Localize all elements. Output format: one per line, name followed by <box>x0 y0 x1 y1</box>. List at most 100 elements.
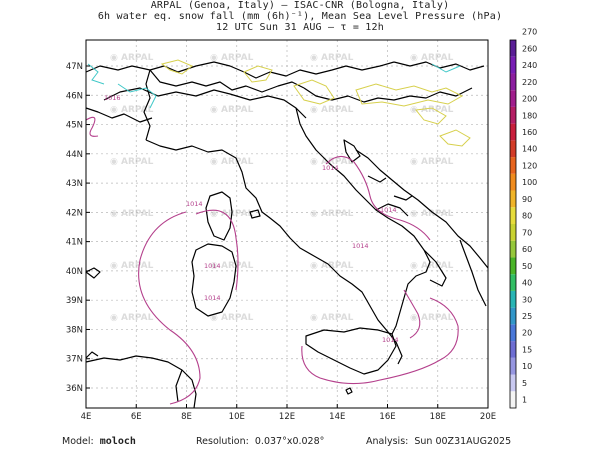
colorbar-label: 40 <box>522 279 532 288</box>
x-tick-label: 20E <box>480 412 496 422</box>
colorbar-label: 50 <box>522 262 532 271</box>
resolution-value: 0.037°x0.028° <box>254 436 325 447</box>
y-tick-label: 44N <box>66 150 83 160</box>
watermark-text: ◉ ARPAL <box>310 313 354 323</box>
colorbar-label: 180 <box>522 111 537 120</box>
x-tick-label: 18E <box>430 412 446 422</box>
corsica <box>205 191 233 241</box>
snow-contour-6 <box>439 129 471 147</box>
snow-contour-1 <box>160 59 193 75</box>
elba <box>249 209 261 219</box>
y-tick-label: 40N <box>66 267 83 277</box>
isobar-ionian <box>403 289 421 339</box>
cyan-contour-1 <box>87 63 105 85</box>
watermark-text: ◉ ARPAL <box>210 53 254 63</box>
y-tick-label: 36N <box>66 384 83 394</box>
swiss-austria-border <box>149 69 305 93</box>
sicily <box>305 327 397 375</box>
colorbar-swatch <box>510 90 516 107</box>
watermark-text: ◉ ARPAL <box>410 313 454 323</box>
colorbar-label: 60 <box>522 245 532 254</box>
colorbar-label: 10 <box>522 362 532 371</box>
isobar-south <box>301 297 459 385</box>
colorbar-swatch <box>510 190 516 208</box>
france-west <box>85 107 153 123</box>
france-inner <box>143 69 151 141</box>
watermark-text: ◉ ARPAL <box>110 53 154 63</box>
watermark-text: ◉ ARPAL <box>110 157 154 167</box>
cyan-contours <box>87 63 461 109</box>
malta <box>345 387 353 395</box>
colorbar-label: 270 <box>522 28 537 37</box>
balkan-coast <box>355 149 489 269</box>
snow-contour-4 <box>355 83 464 107</box>
analysis-label: Analysis: <box>366 436 409 447</box>
snowfall-contours <box>160 59 471 147</box>
x-tick-label: 16E <box>379 412 395 422</box>
isobar-label: 1014 <box>380 206 397 214</box>
axis-labels: 4E 6E 8E 10E 12E 14E 16E 18E 20E 47N 46N 45N 44N 43N 4… <box>66 62 496 422</box>
colorbar-swatch <box>510 56 516 74</box>
colorbar-swatch <box>510 240 516 258</box>
colorbar-swatch <box>510 106 516 124</box>
balkan-islands-2 <box>393 195 413 201</box>
watermark-text: ◉ ARPAL <box>410 261 454 271</box>
colorbar-swatch <box>510 207 516 224</box>
alps-border <box>85 61 395 79</box>
colorbar-frame <box>509 39 517 409</box>
colorbar-swatch <box>510 374 516 392</box>
colorbar-label: 20 <box>522 329 532 338</box>
albania-greece <box>459 239 487 307</box>
colorbar-swatch <box>510 140 516 158</box>
watermark-text: ◉ ARPAL <box>210 105 254 115</box>
colorbar-swatch <box>510 257 516 275</box>
balkan-islands-1 <box>367 175 387 183</box>
watermark-text: ◉ ARPAL <box>410 157 454 167</box>
header-line-3: 12 UTC Sun 31 AUG — τ = 12h <box>216 22 384 33</box>
watermark-text: ◉ ARPAL <box>110 209 154 219</box>
watermark-text: ◉ ARPAL <box>310 105 354 115</box>
colorbar-label: 120 <box>522 161 537 170</box>
y-tick-label: 42N <box>66 208 83 218</box>
isobar-label: 1014 <box>204 262 221 270</box>
colorbar-label: 90 <box>522 195 532 204</box>
colorbar: 1510152025304050607080901001201401601802… <box>509 28 537 409</box>
heel <box>423 249 447 287</box>
balearic <box>85 267 101 279</box>
colorbar-label: 100 <box>522 178 537 187</box>
watermark-text: ◉ ARPAL <box>210 261 254 271</box>
x-tick-label: 6E <box>131 412 142 422</box>
istria <box>343 139 361 163</box>
isobar-adriatic <box>325 155 431 241</box>
colorbar-swatch <box>510 73 516 91</box>
watermark-text: ◉ ARPAL <box>210 157 254 167</box>
isobar-sardinia <box>195 209 239 291</box>
snow-contour-5 <box>415 107 447 125</box>
watermark-text: ◉ ARPAL <box>310 209 354 219</box>
header-line-1: ARPAL (Genoa, Italy) — ISAC-CNR (Bologna… <box>150 0 450 11</box>
lat-lon-grid <box>86 40 488 408</box>
snow-contour-2 <box>243 65 273 83</box>
isobar-west <box>85 116 99 137</box>
cyan-contour-2 <box>117 83 157 109</box>
italy-mainland-east <box>295 107 431 335</box>
watermark-text: ◉ ARPAL <box>110 261 154 271</box>
colorbar-label: 140 <box>522 145 537 154</box>
y-tick-label: 43N <box>66 179 83 189</box>
colorbar-label: 30 <box>522 295 532 304</box>
colorbar-swatch <box>510 307 516 325</box>
isobar-label: 1014 <box>186 200 203 208</box>
y-tick-label: 38N <box>66 325 83 335</box>
colorbar-swatch <box>510 391 516 408</box>
analysis-value: Sun 00Z31AUG2025 <box>414 436 512 447</box>
colorbar-swatch <box>510 324 516 342</box>
isobar-label: 1014 <box>382 336 399 344</box>
watermark-text: ◉ ARPAL <box>410 53 454 63</box>
west-africa-coast <box>85 351 99 359</box>
y-tick-label: 41N <box>66 238 83 248</box>
y-tick-label: 45N <box>66 121 83 131</box>
colorbar-swatch <box>510 173 516 191</box>
isobar-label: 1014 <box>352 242 369 250</box>
footer-resolution: Resolution: 0.037°x0.028° <box>196 436 324 447</box>
watermark-text: ◉ ARPAL <box>210 313 254 323</box>
